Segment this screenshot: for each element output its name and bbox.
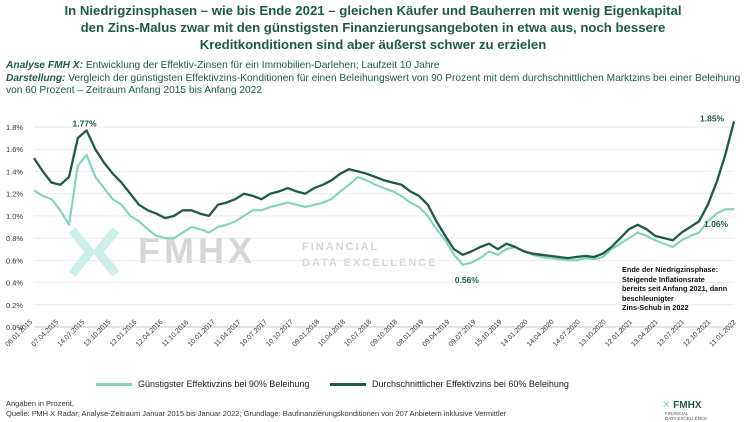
logo-tagline: FINANCIAL DATA EXCELLENCE [665,411,708,422]
darstellung-line: Darstellung: Vergleich der günstigsten E… [6,73,742,98]
y-tick-label: 0.0% [6,323,23,332]
darstellung-label: Darstellung: [6,72,66,84]
data-label: 1.77% [73,118,98,128]
y-tick-label: 0.8% [6,234,23,243]
y-tick-label: 1.6% [6,145,23,154]
title-line-3: Kreditkonditionen sind aber äußerst schw… [199,37,547,52]
callout-line: Steigende Inflationsrate [622,274,705,284]
y-tick-label: 1.4% [6,167,23,176]
x-tick-label: 11.01.2022 [708,319,737,348]
series-line [33,153,734,266]
watermark-tagline: FINANCIAL [302,241,379,253]
series-line [33,121,736,260]
callout-line: Ende der Niedrigzinsphase: [622,265,719,274]
legend-label: Günstigster Effektivzins bei 90% Beleihu… [138,379,310,389]
watermark-tagline: DATA EXCELLENCE [302,257,438,269]
analyse-label: Analyse FMH X: [6,60,83,71]
callout-line: bereits seit Anfang 2021, dann [622,284,728,294]
page-title: In Niedrigzinsphasen – wie bis Ende 2021… [0,2,746,53]
title-line-1: In Niedrigzinsphasen – wie bis Ende 2021… [64,3,682,18]
x-tick-label: 11.10.2016 [161,319,190,348]
fmhx-logo: ✕ FMHX FINANCIAL DATA EXCELLENCE [662,400,746,422]
legend-swatch [96,383,132,387]
footer-line-2: Quelle: FMH X Radar; Analyse-Zeitraum Ja… [6,408,507,418]
darstellung-text: Vergleich der günstigsten Effektivzins-K… [6,72,741,97]
callout-line: beschleunigter [622,293,674,303]
data-label: 0.56% [455,275,480,285]
callout-end-low-rate-phase: Ende der Niedrigzinsphase: Steigende Inf… [622,265,742,313]
legend-item-90: Günstigster Effektivzins bei 90% Beleihu… [96,379,309,389]
footer-source: Angaben in Prozent, Quelle: FMH X Radar;… [6,399,506,418]
legend-label: Durchschnittlicher Effektivzins bei 60% … [372,379,569,389]
y-tick-label: 0.6% [6,256,23,265]
watermark-x-icon [68,227,120,277]
callout-line: Zins-Schub in 2022 [622,303,689,313]
x-tick-label: 11.04.2017 [213,319,242,348]
analyse-line: Analyse FMH X: Entwicklung der Effektiv-… [6,60,742,73]
title-line-2: den Zins-Malus zwar mit den günstigsten … [80,20,666,35]
chart-description: Analyse FMH X: Entwicklung der Effektiv-… [6,60,742,98]
legend-item-60: Durchschnittlicher Effektivzins bei 60% … [330,379,569,389]
y-tick-label: 1.0% [6,212,23,221]
legend-swatch [330,383,366,387]
y-tick-label: 0.2% [6,301,23,310]
data-label: 1.06% [704,219,729,229]
analyse-text: Entwicklung der Effektiv-Zinsen für ein … [83,60,440,71]
logo-x-icon: ✕ [662,400,671,411]
data-label: 1.85% [700,113,725,123]
logo-text: FMHX [673,400,702,411]
y-tick-label: 1.8% [6,123,23,132]
y-tick-label: 0.4% [6,279,23,288]
y-tick-label: 1.2% [6,190,23,199]
footer-line-1: Angaben in Prozent, [6,399,74,408]
